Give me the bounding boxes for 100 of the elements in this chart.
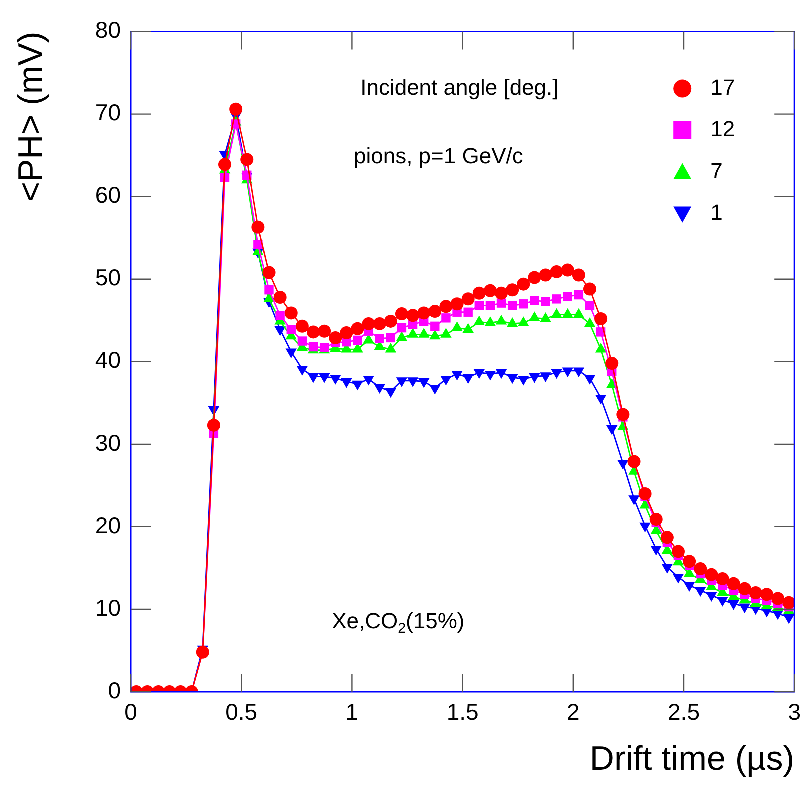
legend-title: Incident angle [deg.] [360, 74, 559, 100]
point [583, 282, 596, 296]
point [551, 308, 562, 318]
y-tick-label: 40 [95, 347, 121, 374]
point [340, 326, 354, 340]
point [329, 331, 342, 344]
point [474, 301, 484, 310]
point [508, 301, 518, 310]
point [474, 316, 486, 326]
point [397, 323, 407, 333]
point [442, 314, 451, 323]
point [230, 102, 243, 116]
point [772, 592, 785, 606]
x-axis-title: Drift time (µs) [590, 740, 795, 778]
point [351, 322, 364, 336]
y-tick-label: 20 [95, 512, 121, 538]
point [286, 325, 296, 334]
legend-label: 12 [710, 116, 736, 142]
point [484, 316, 496, 326]
point [284, 306, 298, 320]
point [430, 322, 440, 332]
x-tick-label: 0.5 [226, 699, 258, 726]
point [462, 292, 475, 306]
point [528, 271, 542, 284]
point [694, 562, 708, 576]
point [529, 312, 540, 322]
point [683, 555, 696, 568]
point [760, 588, 774, 602]
x-tick-label: 1 [346, 699, 359, 726]
point [584, 317, 596, 328]
x-tick-label: 0 [124, 699, 138, 726]
point [362, 317, 376, 330]
y-tick-label: 50 [95, 264, 121, 291]
point [464, 308, 473, 317]
point [318, 324, 332, 338]
point [585, 301, 595, 310]
point [452, 322, 463, 332]
point [440, 300, 453, 314]
x-tick-label: 3 [788, 699, 802, 726]
y-tick-label: 10 [95, 594, 121, 621]
point [672, 545, 685, 558]
point [440, 328, 452, 338]
y-axis-title: <PH> (mV) [12, 32, 50, 202]
point [252, 220, 265, 234]
point [550, 265, 564, 278]
y-tick-label: 60 [95, 182, 121, 208]
legend-label: 7 [710, 158, 723, 184]
point [207, 418, 220, 432]
point [276, 311, 285, 320]
point [472, 286, 486, 300]
point [262, 266, 276, 280]
y-tick-label: 70 [95, 100, 121, 126]
point [517, 278, 530, 291]
point [496, 298, 506, 308]
point [541, 297, 550, 306]
point [749, 586, 762, 600]
point [539, 268, 552, 282]
point [386, 333, 396, 343]
point [353, 336, 362, 346]
point [506, 317, 518, 328]
x-tick-label: 2 [567, 699, 580, 726]
point [274, 291, 287, 304]
x-tick-label: 1.5 [446, 699, 479, 726]
point [782, 596, 795, 610]
point [450, 298, 464, 311]
point [306, 326, 320, 339]
point [519, 300, 528, 309]
point [506, 284, 520, 297]
legend-label: 1 [710, 200, 723, 225]
point [486, 301, 496, 310]
point [660, 531, 674, 544]
point [573, 308, 585, 318]
point [552, 294, 562, 304]
point [727, 577, 740, 590]
point [462, 323, 474, 333]
point [705, 568, 718, 582]
point [572, 268, 586, 282]
point [574, 290, 584, 300]
point [594, 312, 608, 326]
x-tick-label: 2.5 [668, 699, 700, 726]
point [650, 513, 663, 526]
point [530, 296, 540, 306]
point [395, 308, 408, 321]
point [518, 316, 530, 326]
annotation: pions, p=1 GeV/c [354, 143, 524, 168]
point [562, 308, 574, 318]
point [418, 306, 431, 320]
point [384, 314, 398, 328]
point [561, 264, 574, 277]
point [296, 320, 309, 333]
y-tick-label: 0 [108, 677, 121, 704]
point [375, 334, 384, 344]
point [430, 330, 441, 340]
point [484, 284, 497, 298]
point [385, 343, 397, 353]
point [563, 292, 572, 302]
point [264, 286, 274, 295]
point [595, 343, 607, 353]
point [716, 572, 730, 586]
point [396, 331, 408, 342]
